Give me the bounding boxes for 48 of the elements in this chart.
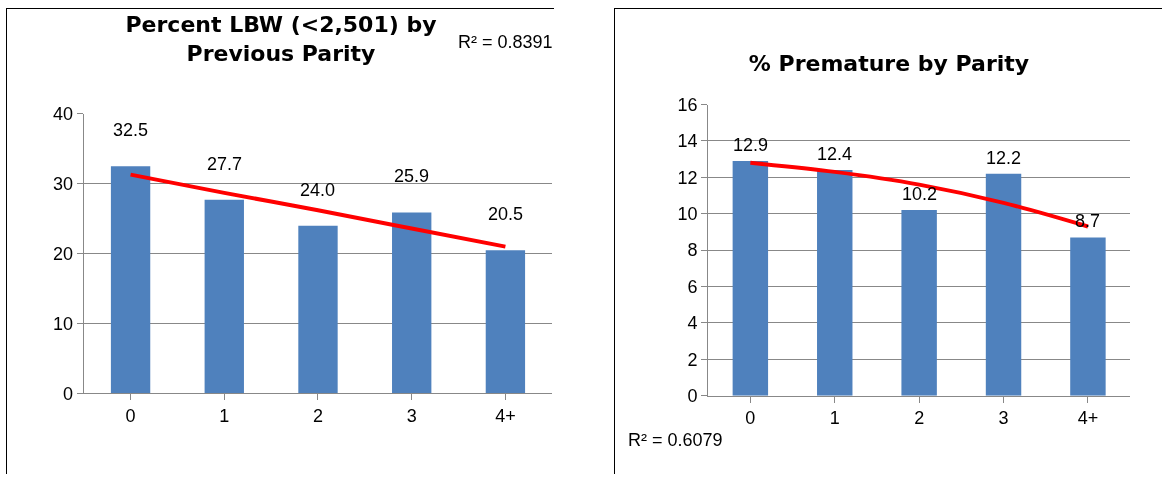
x-tick-label: 3 — [998, 408, 1009, 429]
y-tick-label: 10 — [53, 313, 74, 334]
data-label: 25.9 — [394, 166, 430, 186]
y-tick-label: 8 — [687, 240, 698, 261]
x-tick-label: 3 — [406, 406, 417, 427]
chart-title: Percent LBW (<2,501) by Previous Parity — [125, 12, 437, 66]
bar — [204, 199, 244, 394]
bar — [298, 225, 338, 394]
y-tick-label: 40 — [53, 104, 74, 125]
chart-title: % Premature by Parity — [748, 51, 1030, 76]
x-tick-label: 1 — [219, 406, 230, 427]
x-tick-label: 0 — [125, 406, 136, 427]
bar — [817, 170, 853, 396]
x-tick-label: 4+ — [1077, 408, 1099, 429]
text: R² = 0.6079 — [628, 430, 723, 450]
y-tick-label: 6 — [687, 276, 698, 297]
y-tick-label: 4 — [687, 313, 698, 334]
bar — [485, 250, 526, 394]
bar — [1070, 237, 1106, 396]
y-tick-label: 2 — [687, 349, 698, 370]
x-tick-label: 4+ — [495, 406, 516, 427]
y-tick-label: 0 — [687, 386, 698, 407]
y-tick-label: 16 — [677, 94, 698, 115]
data-label: 27.7 — [207, 154, 243, 174]
y-tick-label: 14 — [677, 131, 698, 152]
bar — [901, 210, 937, 396]
y-tick-label: 30 — [53, 174, 74, 195]
x-tick-label: 2 — [914, 408, 925, 429]
data-label: 12.9 — [733, 135, 769, 155]
x-tick-label: 1 — [829, 408, 840, 429]
data-label: 12.4 — [817, 144, 853, 164]
data-label: 8.7 — [1075, 211, 1101, 231]
y-tick-label: 0 — [63, 383, 74, 404]
x-tick-label: 2 — [312, 406, 323, 427]
x-tick-label: 0 — [745, 408, 756, 429]
data-label: 32.5 — [113, 120, 149, 140]
bar — [392, 212, 432, 394]
text: R² = 0.8391 — [458, 32, 553, 52]
bar — [110, 166, 151, 394]
y-tick-label: 20 — [53, 243, 74, 264]
data-label: 10.2 — [902, 184, 938, 204]
data-label: 24.0 — [300, 180, 336, 200]
bar — [985, 173, 1022, 396]
data-label: 20.5 — [488, 204, 524, 224]
y-tick-label: 12 — [677, 167, 698, 188]
data-label: 12.2 — [986, 148, 1022, 168]
bar — [732, 160, 769, 396]
y-tick-label: 10 — [677, 204, 698, 225]
